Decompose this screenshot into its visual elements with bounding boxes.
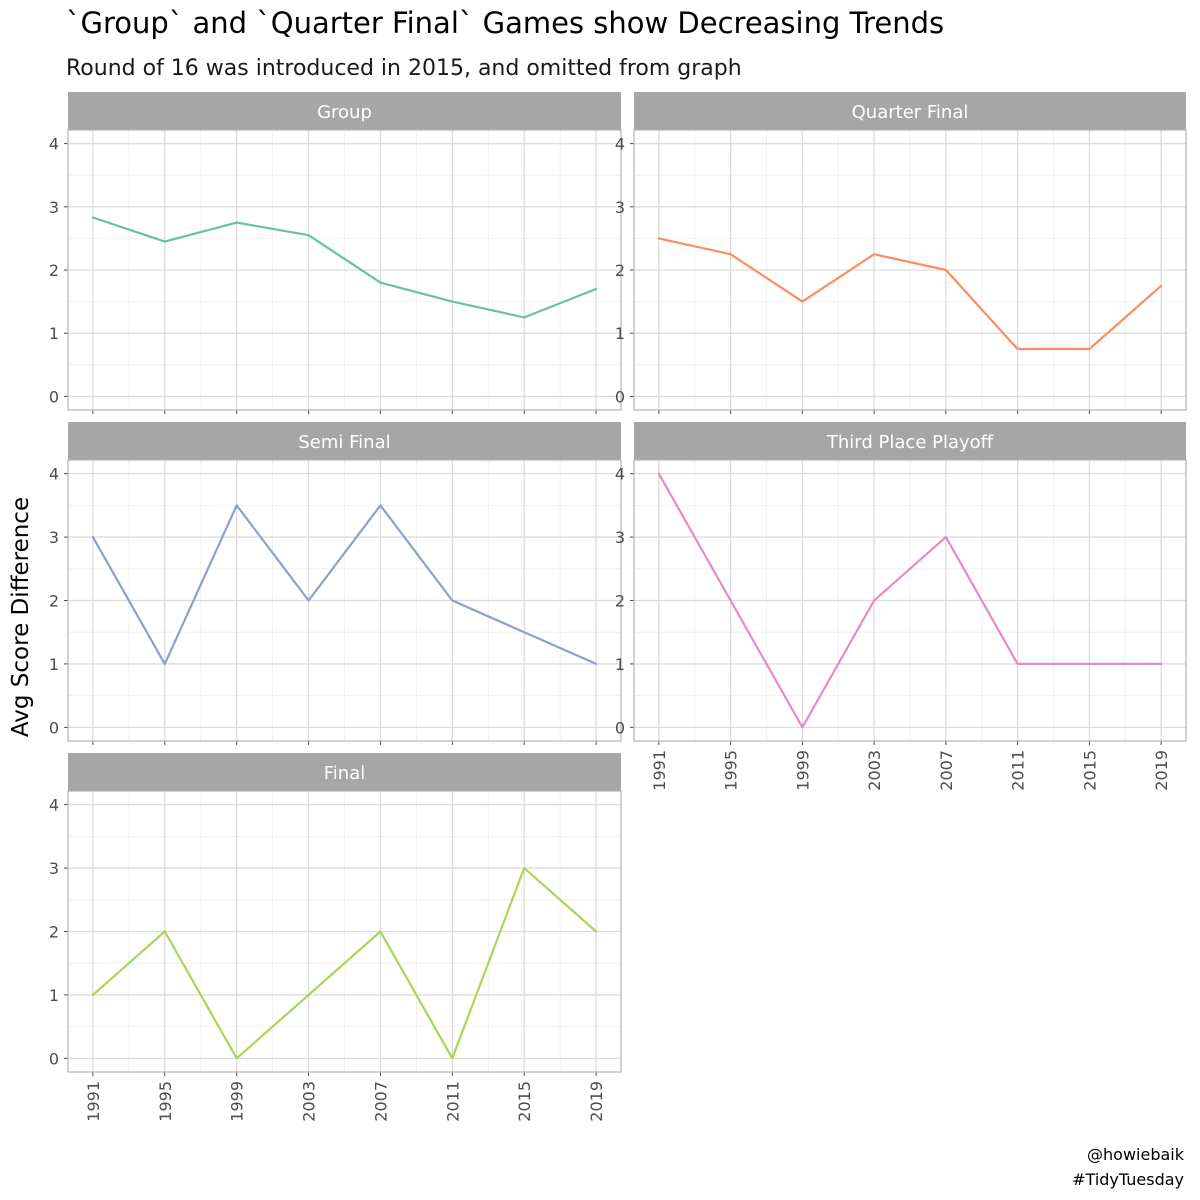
- strip-label: Semi Final: [298, 432, 390, 453]
- panel-group: Group 0 1 2 3 4: [49, 92, 622, 414]
- x-tick-label: 1999: [793, 750, 812, 791]
- y-tick-label: 1: [49, 986, 59, 1005]
- y-tick-label: 3: [49, 198, 59, 217]
- panel-border: [633, 129, 1187, 411]
- y-tick-label: 4: [615, 135, 625, 154]
- strip-semi-final: [68, 422, 621, 460]
- y-tick-label: 3: [49, 528, 59, 547]
- y-tick-label: 4: [49, 796, 59, 815]
- y-tick-label: 1: [615, 655, 625, 674]
- x-tick-label: 1995: [722, 750, 741, 791]
- series-line-group: [91, 216, 598, 319]
- x-tick-label: 2015: [1080, 750, 1099, 791]
- y-tick-label: 2: [615, 261, 625, 280]
- strip-third-place-playoff: [634, 422, 1186, 460]
- series-line-final: [91, 867, 598, 1060]
- y-tick-label: 1: [49, 655, 59, 674]
- y-tick-label: 2: [49, 592, 59, 611]
- caption-handle: @howiebaik: [1087, 1145, 1185, 1164]
- strip-final: [68, 753, 621, 791]
- panel-semi-final: Semi Final 0 1 2 3 4: [49, 422, 622, 745]
- panel-border: [67, 790, 622, 1073]
- x-tick-label: 1991: [650, 750, 669, 791]
- strip-label: Third Place Playoff: [826, 432, 994, 453]
- x-tick-label: 1999: [228, 1081, 247, 1122]
- strip-label: Final: [324, 763, 365, 784]
- caption-hashtag: #TidyTuesday: [1072, 1170, 1184, 1189]
- strip-label: Group: [317, 102, 372, 123]
- strip-group: [68, 92, 621, 130]
- series-line-quarter-final: [657, 237, 1163, 351]
- y-tick-label: 0: [615, 387, 625, 406]
- x-tick-label: 2011: [1009, 750, 1028, 791]
- x-tick-label: 2007: [937, 750, 956, 791]
- y-tick-label: 1: [49, 324, 59, 343]
- x-tick-label: 2003: [300, 1081, 319, 1122]
- panel-border: [67, 459, 622, 742]
- x-tick-label: 1991: [84, 1081, 103, 1122]
- y-tick-label: 3: [615, 198, 625, 217]
- chart-subtitle: Round of 16 was introduced in 2015, and …: [66, 56, 742, 81]
- y-tick-label: 4: [615, 465, 625, 484]
- x-tick-label: 1995: [156, 1081, 175, 1122]
- panel-quarter-final: Quarter Final 0 1 2 3 4: [615, 92, 1187, 414]
- x-tick-label: 2015: [515, 1081, 534, 1122]
- y-tick-label: 2: [615, 592, 625, 611]
- series-line-third-place-playoff: [657, 472, 1163, 729]
- y-tick-label: 4: [49, 465, 59, 484]
- facet-panels: Group 0 1 2 3 4 Quarter Final 0 1 2 3 4 Semi Final 0 1…: [49, 92, 1187, 1122]
- y-tick-label: 0: [49, 718, 59, 737]
- x-tick-label: 2011: [443, 1081, 462, 1122]
- panel-border: [67, 129, 622, 411]
- x-tick-label: 2019: [1152, 750, 1171, 791]
- x-tick-label: 2019: [587, 1081, 606, 1122]
- x-tick-label: 2003: [865, 750, 884, 791]
- y-tick-label: 3: [615, 528, 625, 547]
- strip-label: Quarter Final: [852, 102, 969, 123]
- x-tick-label: 2007: [371, 1081, 390, 1122]
- chart-title: `Group` and `Quarter Final` Games show D…: [66, 6, 944, 40]
- y-tick-label: 0: [615, 718, 625, 737]
- y-tick-label: 3: [49, 859, 59, 878]
- y-tick-label: 0: [49, 387, 59, 406]
- y-tick-label: 4: [49, 135, 59, 154]
- panel-third-place-playoff: Third Place Playoff 0 1 2 3 4 1991 1995 1999 2003…: [615, 422, 1187, 791]
- y-tick-label: 2: [49, 261, 59, 280]
- y-axis-label: Avg Score Difference: [8, 497, 34, 737]
- y-tick-label: 2: [49, 923, 59, 942]
- panel-final: Final 0 1 2 3 4 1991 1995 1999 2003 2007 2011 2015 20…: [49, 753, 622, 1122]
- strip-quarter-final: [634, 92, 1186, 130]
- y-tick-label: 1: [615, 324, 625, 343]
- y-tick-label: 0: [49, 1049, 59, 1068]
- panel-border: [633, 459, 1187, 742]
- series-line-semi-final: [91, 504, 598, 665]
